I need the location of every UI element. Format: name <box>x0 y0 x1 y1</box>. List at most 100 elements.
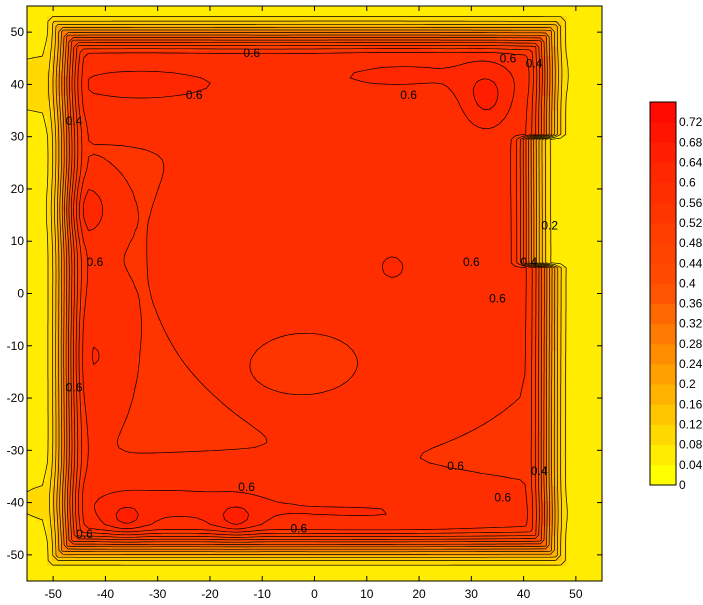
contour-label: 0.4 <box>520 255 537 269</box>
contour-line <box>63 34 548 548</box>
contour-line <box>73 45 538 538</box>
contour-label: 0.4 <box>66 114 83 128</box>
colorbar-swatch <box>650 364 676 385</box>
colorbar-swatch <box>650 182 676 204</box>
colorbar-label: 0.24 <box>679 357 703 371</box>
contour-label: 0.2 <box>541 219 558 233</box>
contour-label: 0.6 <box>76 527 93 541</box>
y-tick-label: 0 <box>17 287 24 301</box>
contour-label: 0.4 <box>531 464 548 478</box>
contour-label: 0.6 <box>290 522 307 536</box>
contour-line <box>79 51 530 533</box>
y-tick-label: 20 <box>11 182 25 196</box>
colorbar-label: 0.6 <box>679 176 696 190</box>
contour-line <box>75 48 534 536</box>
colorbar-swatch <box>650 444 676 466</box>
y-tick-label: -30 <box>7 443 25 457</box>
colorbar-swatch <box>650 323 676 345</box>
y-tick-label: 50 <box>11 25 25 39</box>
contour-line <box>58 29 553 553</box>
colorbar-label: 0.48 <box>679 236 703 250</box>
contour-line <box>61 32 551 550</box>
colorbar-label: 0.08 <box>679 438 703 452</box>
x-tick-label: 10 <box>360 587 374 601</box>
contour-line <box>68 39 543 543</box>
colorbar-swatch <box>650 202 676 224</box>
colorbar-swatch <box>650 283 676 304</box>
colorbar-label: 0.12 <box>679 418 703 432</box>
y-tick-label: -20 <box>7 391 25 405</box>
colorbar-swatch <box>650 142 676 163</box>
colorbar-label: 0.32 <box>679 317 703 331</box>
colorbar-swatch <box>650 222 676 244</box>
contour-line <box>55 26 556 555</box>
contour-label: 0.6 <box>463 255 480 269</box>
contour-label: 0.6 <box>243 46 260 60</box>
colorbar: 0 0.04 0.08 0.12 0.16 0.2 0.24 0.28 0.32 0.36 0.4 0… <box>649 101 703 492</box>
colorbar-swatch <box>650 162 676 184</box>
contour-lines <box>27 16 569 566</box>
colorbar-swatch <box>650 384 676 405</box>
x-tick-label: -50 <box>44 587 62 601</box>
x-tick-label: -40 <box>97 587 115 601</box>
colorbar-swatch <box>650 102 676 123</box>
colorbar-label: 0.36 <box>679 297 703 311</box>
y-tick-label: -50 <box>7 548 25 562</box>
contour-label: 0.6 <box>494 490 511 504</box>
contour-line <box>52 23 559 558</box>
colorbar-label: 0.68 <box>679 135 703 149</box>
contour-label: 0.6 <box>489 292 506 306</box>
contour-label: 0.6 <box>66 381 83 395</box>
colorbar-label: 0.56 <box>679 196 703 210</box>
contour-label: 0.6 <box>186 88 203 102</box>
contour-line <box>66 37 546 545</box>
y-tick-label: 40 <box>11 77 25 91</box>
colorbar-label: 0.28 <box>679 337 703 351</box>
contour-label: 0.4 <box>526 57 543 71</box>
x-tick-label: 40 <box>517 587 531 601</box>
colorbar-label: 0.72 <box>679 115 703 129</box>
colorbar-frame <box>649 101 677 486</box>
axes: -50 -40 -30 -20 -10 0 10 20 30 40 50 -50 -40 -30 -20 -1… <box>7 6 602 601</box>
colorbar-label: 0.2 <box>679 377 696 391</box>
contour-labels: 0.6 0.6 0.6 0.6 0.4 0.4 0.6 0.6 0.6 0.4 0.2 0.6 0.6 0… <box>66 46 559 541</box>
colorbar-label: 0.16 <box>679 397 703 411</box>
colorbar-label: 0.4 <box>679 276 696 290</box>
x-tick-label: 20 <box>412 587 426 601</box>
contour-label: 0.6 <box>238 480 255 494</box>
contour-line <box>27 16 569 566</box>
x-tick-label: -30 <box>149 587 167 601</box>
colorbar-swatch <box>650 303 676 325</box>
contour-label: 0.6 <box>447 459 464 473</box>
colorbar-swatch <box>650 343 676 365</box>
x-tick-label: -20 <box>201 587 219 601</box>
colorbar-label: 0 <box>679 478 686 492</box>
colorbar-label: 0.64 <box>679 155 703 169</box>
y-tick-label: 30 <box>11 130 25 144</box>
colorbar-label: 0.44 <box>679 256 703 270</box>
y-tick-label: -10 <box>7 339 25 353</box>
contour-line <box>48 20 563 561</box>
colorbar-swatch <box>650 122 676 143</box>
contour-label: 0.6 <box>400 88 417 102</box>
x-tick-label: -10 <box>254 587 272 601</box>
colorbar-swatch <box>650 424 676 446</box>
x-tick-label: 0 <box>311 587 318 601</box>
colorbar-swatch <box>650 243 676 264</box>
colorbar-swatch <box>650 404 676 425</box>
contour-label: 0.6 <box>500 51 517 65</box>
contour-line <box>70 42 541 541</box>
colorbar-label: 0.04 <box>679 458 703 472</box>
contour-bands <box>27 6 602 581</box>
contour-line <box>115 78 499 525</box>
contour-label: 0.6 <box>87 255 104 269</box>
y-tick-label: 10 <box>11 234 25 248</box>
contour-line <box>82 60 515 530</box>
colorbar-swatch <box>650 464 676 486</box>
plot-area <box>27 6 602 581</box>
x-tick-label: 50 <box>569 587 583 601</box>
y-tick-label: -40 <box>7 496 25 510</box>
x-tick-label: 30 <box>465 587 479 601</box>
colorbar-swatch <box>650 263 676 284</box>
